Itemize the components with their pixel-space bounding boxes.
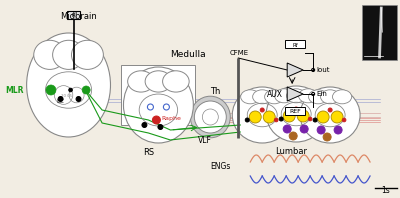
Circle shape [152, 116, 160, 124]
Ellipse shape [34, 40, 66, 69]
Ellipse shape [163, 71, 189, 92]
Text: REF: REF [289, 109, 301, 113]
Ellipse shape [275, 89, 294, 103]
Text: Rf: Rf [292, 43, 298, 48]
Text: Medulla: Medulla [170, 50, 206, 59]
Circle shape [249, 111, 261, 123]
Circle shape [260, 108, 264, 112]
Text: RS: RS [144, 148, 154, 157]
Ellipse shape [286, 89, 306, 103]
FancyBboxPatch shape [285, 107, 306, 115]
Circle shape [82, 86, 90, 94]
Text: 1s: 1s [382, 186, 390, 195]
Text: MLR: MLR [5, 86, 24, 94]
Ellipse shape [241, 90, 260, 104]
Circle shape [76, 96, 81, 102]
Polygon shape [287, 87, 303, 101]
Circle shape [313, 118, 317, 122]
Polygon shape [287, 63, 303, 77]
Text: CFME: CFME [230, 50, 249, 56]
Circle shape [323, 133, 331, 141]
Circle shape [317, 111, 329, 123]
Ellipse shape [27, 33, 110, 137]
Ellipse shape [298, 89, 318, 103]
Ellipse shape [320, 90, 340, 104]
Ellipse shape [190, 96, 230, 138]
Circle shape [342, 118, 346, 122]
Text: Ein: Ein [316, 91, 327, 97]
Ellipse shape [332, 90, 352, 104]
FancyBboxPatch shape [285, 40, 306, 48]
Ellipse shape [72, 40, 103, 69]
Text: Lumbar: Lumbar [275, 147, 307, 156]
Circle shape [46, 85, 56, 95]
FancyBboxPatch shape [122, 65, 195, 125]
Text: R: R [72, 12, 76, 17]
Ellipse shape [145, 71, 172, 92]
Circle shape [300, 125, 308, 133]
Text: Midbrain: Midbrain [60, 12, 97, 21]
Ellipse shape [253, 90, 272, 104]
Ellipse shape [265, 90, 284, 104]
Text: Iout: Iout [316, 67, 330, 73]
Circle shape [274, 118, 278, 122]
Ellipse shape [53, 40, 84, 69]
Ellipse shape [128, 71, 154, 92]
Ellipse shape [124, 67, 193, 143]
Circle shape [158, 125, 163, 129]
Circle shape [245, 118, 249, 122]
Text: AUX: AUX [267, 89, 283, 98]
Circle shape [328, 108, 332, 112]
Circle shape [283, 125, 291, 133]
Circle shape [289, 132, 297, 140]
Text: 20 05: 20 05 [61, 94, 72, 98]
Circle shape [279, 117, 283, 121]
Circle shape [317, 126, 325, 134]
Circle shape [69, 88, 72, 92]
Ellipse shape [308, 90, 328, 104]
FancyBboxPatch shape [67, 11, 80, 19]
Bar [362, 5, 397, 60]
Circle shape [308, 117, 312, 121]
Circle shape [49, 88, 52, 92]
Circle shape [142, 123, 147, 128]
Text: Raphe: Raphe [162, 116, 181, 121]
Circle shape [283, 110, 295, 122]
Text: Th: Th [210, 87, 220, 96]
Text: LC: LC [56, 99, 64, 104]
Ellipse shape [300, 87, 360, 143]
Circle shape [334, 126, 342, 134]
Circle shape [297, 110, 309, 122]
Circle shape [331, 111, 343, 123]
Ellipse shape [266, 86, 326, 142]
Circle shape [58, 96, 63, 102]
Text: ENGs: ENGs [210, 162, 230, 171]
Circle shape [294, 107, 298, 111]
Text: VLF: VLF [198, 136, 212, 145]
Ellipse shape [232, 87, 292, 143]
Circle shape [263, 111, 275, 123]
Ellipse shape [194, 101, 226, 133]
